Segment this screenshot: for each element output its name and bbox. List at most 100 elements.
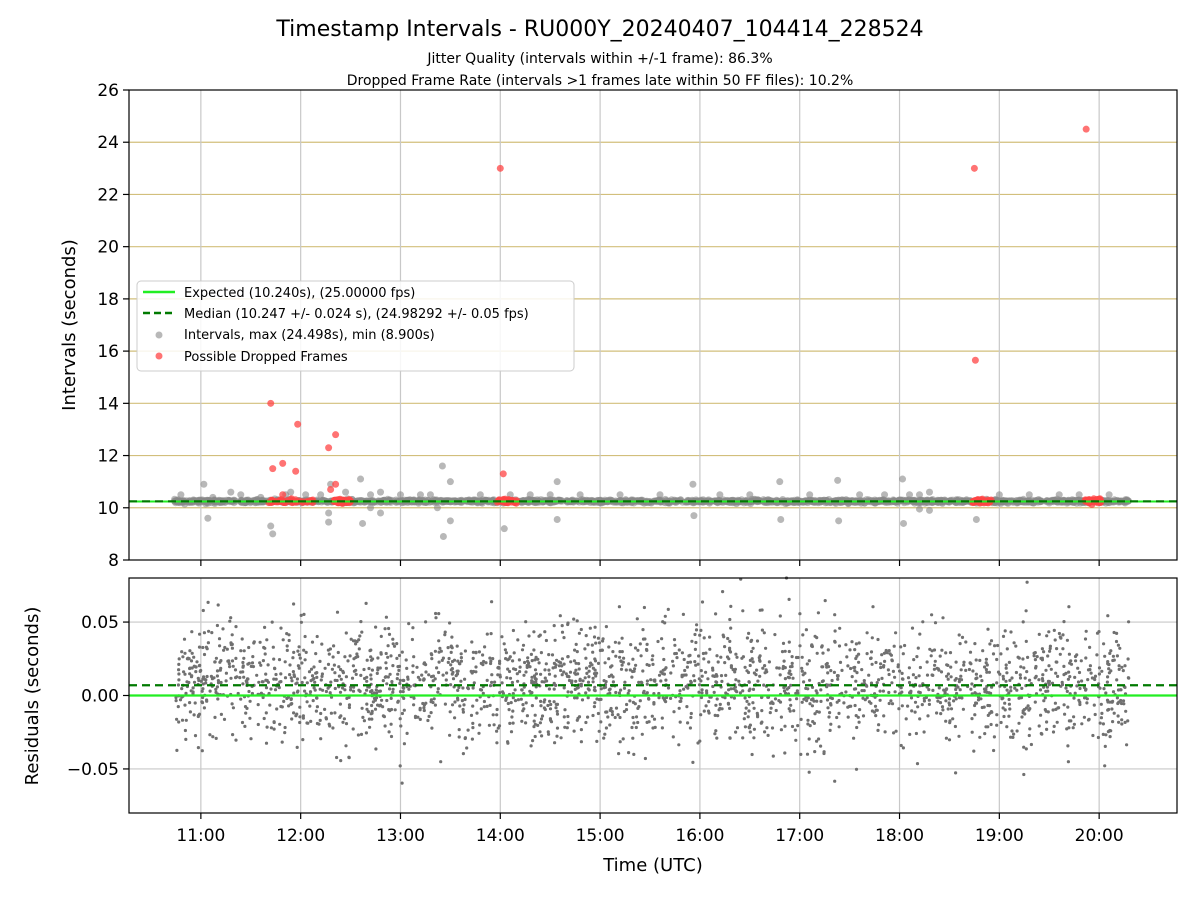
residual-point — [664, 700, 668, 704]
residual-point — [265, 638, 269, 642]
residual-point — [659, 679, 663, 683]
x-tick-label: 15:00 — [576, 826, 625, 846]
residual-point — [555, 726, 560, 730]
interval-outlier-point — [1075, 491, 1083, 499]
residual-point — [320, 674, 324, 679]
residual-point — [459, 659, 463, 663]
residual-point — [376, 656, 380, 660]
residual-point — [691, 760, 695, 765]
residual-point — [1037, 632, 1041, 637]
residual-point — [881, 689, 886, 693]
residual-point — [341, 671, 345, 675]
residual-point — [390, 680, 394, 684]
residual-point — [869, 681, 874, 685]
residual-point — [484, 661, 488, 665]
residual-point — [553, 638, 557, 642]
residual-point — [389, 722, 393, 726]
residual-point — [412, 696, 416, 700]
residual-point — [391, 637, 395, 641]
residual-point — [192, 655, 196, 659]
residual-point — [1103, 744, 1107, 749]
residual-point — [228, 619, 232, 623]
residual-point — [584, 634, 588, 638]
residual-point — [611, 680, 616, 684]
residual-point — [1041, 679, 1045, 683]
residual-point — [1082, 715, 1086, 719]
residual-point — [850, 640, 854, 644]
residual-point — [626, 691, 630, 696]
residual-point — [930, 613, 934, 617]
residual-point — [778, 673, 782, 677]
residual-point — [1123, 720, 1127, 725]
residual-point — [259, 663, 263, 667]
dropped-frame-point — [970, 164, 978, 172]
residual-point — [249, 737, 253, 741]
residual-point — [817, 710, 821, 714]
residual-point — [758, 658, 762, 662]
residual-point — [351, 664, 355, 668]
residual-point — [983, 665, 987, 669]
interval-outlier-point — [689, 480, 697, 488]
residual-point — [742, 717, 746, 721]
residual-point — [534, 677, 538, 681]
residual-point — [184, 718, 188, 722]
residual-point — [579, 627, 583, 632]
residual-point — [775, 666, 779, 670]
residual-point — [397, 668, 401, 673]
residual-point — [524, 721, 528, 725]
residual-point — [933, 621, 938, 625]
residual-point — [566, 690, 570, 694]
residual-point — [777, 699, 781, 703]
residual-point — [827, 715, 831, 719]
residual-point — [250, 661, 255, 665]
residual-point — [639, 654, 643, 658]
residual-point — [887, 672, 891, 677]
residual-point — [937, 686, 941, 690]
residual-point — [829, 702, 833, 706]
residual-point — [959, 668, 963, 672]
residual-point — [1116, 643, 1120, 647]
residual-point — [265, 725, 269, 729]
residual-point — [879, 662, 883, 666]
residual-point — [706, 709, 711, 713]
residual-point — [238, 676, 242, 680]
residual-point — [967, 667, 972, 672]
residual-point — [593, 689, 597, 693]
residual-point — [764, 646, 768, 650]
residual-point — [222, 717, 227, 722]
residual-point — [301, 738, 305, 742]
residual-point — [566, 621, 570, 625]
residual-point — [381, 705, 385, 709]
residual-point — [1034, 664, 1038, 669]
residual-point — [854, 642, 859, 646]
residual-point — [438, 646, 442, 651]
residual-point — [365, 675, 369, 679]
residual-point — [289, 702, 293, 706]
legend-expected-label: Expected (10.240s), (25.00000 fps) — [184, 286, 415, 301]
residual-point — [332, 663, 336, 667]
residual-point — [219, 666, 223, 671]
residual-point — [686, 721, 690, 725]
residual-point — [496, 666, 500, 670]
residual-point — [900, 677, 905, 681]
residual-point — [1097, 630, 1101, 634]
residual-point — [954, 771, 958, 775]
residual-point — [432, 697, 436, 701]
residual-point — [794, 738, 798, 742]
residual-point — [921, 620, 925, 624]
residual-point — [645, 663, 649, 667]
residual-point — [704, 670, 708, 674]
residual-point — [509, 730, 514, 734]
residual-point — [279, 680, 283, 684]
residual-point — [471, 686, 475, 690]
residual-point — [534, 672, 539, 676]
residual-point — [820, 645, 824, 649]
residual-point — [587, 675, 591, 679]
residual-point — [562, 670, 566, 674]
residual-point — [1045, 727, 1049, 732]
residual-point — [957, 633, 961, 637]
residual-point — [896, 663, 900, 667]
residual-point — [206, 641, 210, 645]
residual-point — [295, 745, 299, 750]
residual-point — [182, 637, 187, 641]
